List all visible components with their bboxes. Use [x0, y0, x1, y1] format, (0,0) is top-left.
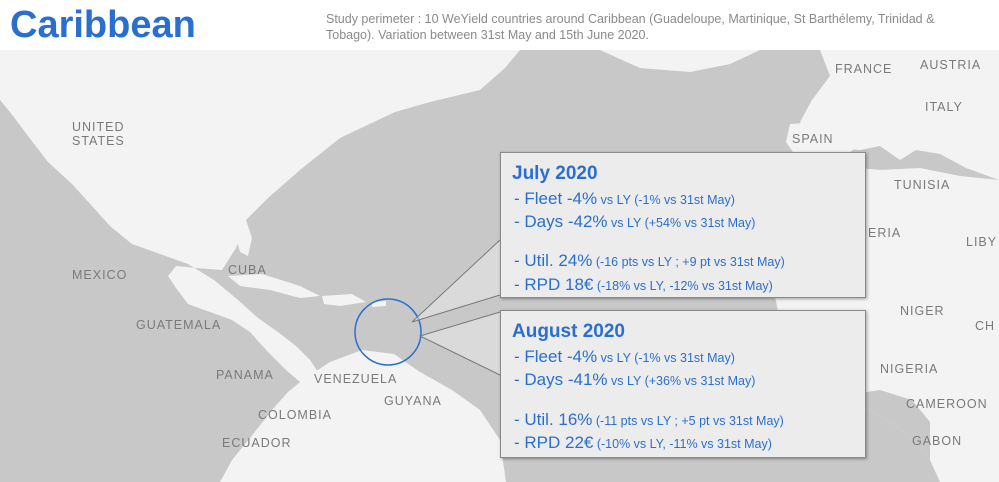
- august-rpd-detail: (-10% vs LY, -11% vs 31st May): [593, 437, 772, 451]
- label-spain: SPAIN: [792, 132, 834, 146]
- august-fleet-detail: vs LY (-1% vs 31st May): [597, 351, 735, 365]
- august-days-line: - Days -41% vs LY (+36% vs 31st May): [514, 370, 755, 390]
- label-united-states-1: UNITED: [72, 120, 125, 134]
- land-cuba: [228, 274, 320, 298]
- land-florida: [232, 220, 252, 256]
- label-united-states-2: STATES: [72, 134, 125, 148]
- august-rpd-line: - RPD 22€ (-10% vs LY, -11% vs 31st May): [514, 433, 772, 453]
- august-fleet-value: - Fleet -4%: [514, 347, 598, 366]
- water-gulf-of-guinea: [840, 390, 930, 460]
- page-title: Caribbean: [10, 4, 196, 46]
- august-callout-pointer: [418, 311, 501, 376]
- july-days-detail: vs LY (+54% vs 31st May): [607, 216, 756, 230]
- july-callout-pointer: [411, 239, 501, 323]
- label-venezuela: VENEZUELA: [314, 372, 398, 386]
- label-niger: NIGER: [900, 304, 945, 318]
- land-puerto-rico: [372, 301, 386, 307]
- july-util-detail: (-16 pts vs LY ; +9 pt vs 31st May): [592, 255, 785, 269]
- july-callout-title: July 2020: [512, 163, 598, 184]
- label-mexico: MEXICO: [72, 268, 128, 282]
- august-fleet-line: - Fleet -4% vs LY (-1% vs 31st May): [514, 347, 735, 367]
- caribbean-highlight-circle: [354, 298, 422, 366]
- august-util-detail: (-11 pts vs LY ; +5 pt vs 31st May): [592, 414, 784, 428]
- label-france: FRANCE: [835, 62, 893, 76]
- land-iberia: [786, 120, 858, 162]
- july-util-value: - Util. 24%: [514, 251, 593, 270]
- july-rpd-value: - RPD 18€: [514, 275, 594, 294]
- label-austria: AUSTRIA: [920, 58, 982, 72]
- header: Caribbean Study perimeter : 10 WeYield c…: [0, 0, 999, 50]
- august-util-line: - Util. 16% (-11 pts vs LY ; +5 pt vs 31…: [514, 410, 784, 430]
- july-fleet-detail: vs LY (-1% vs 31st May): [597, 193, 735, 207]
- july-fleet-line: - Fleet -4% vs LY (-1% vs 31st May): [514, 189, 735, 209]
- label-italy: ITALY: [925, 100, 963, 114]
- august-days-detail: vs LY (+36% vs 31st May): [607, 374, 756, 388]
- label-panama: PANAMA: [216, 368, 274, 382]
- land-hispaniola: [322, 294, 366, 306]
- label-cameroon: CAMEROON: [906, 397, 988, 411]
- july-rpd-detail: (-18% vs LY, -12% vs 31st May): [593, 279, 773, 293]
- august-rpd-value: - RPD 22€: [514, 433, 594, 452]
- label-chad-partial: CH: [975, 319, 996, 333]
- july-2020-callout: July 2020 - Fleet -4% vs LY (-1% vs 31st…: [500, 152, 866, 298]
- july-days-value: - Days -42%: [514, 212, 608, 231]
- august-2020-callout: August 2020 - Fleet -4% vs LY (-1% vs 31…: [500, 310, 866, 458]
- july-util-line: - Util. 24% (-16 pts vs LY ; +9 pt vs 31…: [514, 251, 785, 271]
- august-util-value: - Util. 16%: [514, 410, 593, 429]
- label-guyana: GUYANA: [384, 394, 442, 408]
- label-colombia: COLOMBIA: [258, 408, 332, 422]
- label-libya-partial: LIBY: [966, 235, 998, 249]
- land-greenland: [600, 50, 760, 72]
- label-guatemala: GUATEMALA: [136, 318, 222, 332]
- label-gabon: GABON: [912, 434, 963, 448]
- land-south-america: [220, 350, 506, 482]
- august-days-value: - Days -41%: [514, 370, 608, 389]
- land-north-america: [0, 50, 520, 382]
- study-perimeter-note: Study perimeter : 10 WeYield countries a…: [326, 12, 935, 42]
- august-callout-title: August 2020: [512, 321, 625, 342]
- label-ecuador: ECUADOR: [222, 436, 292, 450]
- july-fleet-value: - Fleet -4%: [514, 189, 598, 208]
- july-days-line: - Days -42% vs LY (+54% vs 31st May): [514, 212, 755, 232]
- july-rpd-line: - RPD 18€ (-18% vs LY, -12% vs 31st May): [514, 275, 773, 295]
- label-nigeria: NIGERIA: [880, 362, 939, 376]
- label-algeria-partial: ERIA: [868, 226, 902, 240]
- label-tunisia: TUNISIA: [894, 178, 951, 192]
- label-cuba: CUBA: [228, 263, 267, 277]
